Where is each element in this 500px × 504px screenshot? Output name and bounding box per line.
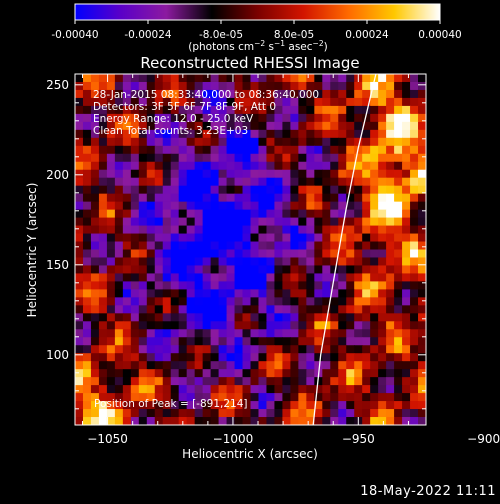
annotation-detectors: Detectors: 3F 5F 6F 7F 8F 9F, Att 0 (93, 101, 276, 113)
plot-area: 28-Jan-2015 08:33:40.000 to 08:36:40.000… (46, 73, 500, 446)
x-tick-label: −900 (467, 432, 500, 446)
colorbar-gradient (74, 3, 441, 21)
chart-title: Reconstructed RHESSI Image (140, 54, 359, 72)
annotation-block: 28-Jan-2015 08:33:40.000 to 08:36:40.000… (93, 89, 319, 137)
y-axis: 100 150 200 250 (46, 78, 426, 410)
annotation-clean-counts: Clean Total counts: 3.23E+03 (93, 125, 248, 137)
colorbar-tick-label: 0.00024 (345, 29, 389, 41)
y-tick-label: 200 (46, 168, 69, 182)
colorbar-tick-label: -0.00024 (124, 29, 172, 41)
x-tick-label: −1050 (87, 432, 128, 446)
annotation-time-range: 28-Jan-2015 08:33:40.000 to 08:36:40.000 (93, 89, 319, 101)
colorbar-tick-label: 0.00040 (418, 29, 461, 41)
x-axis: −1050 −1000 −950 −900 (82, 74, 500, 446)
peak-position-label: Position of Peak = [-891,214] (94, 398, 248, 410)
plot-frame (74, 73, 427, 426)
y-tick-label: 150 (46, 258, 69, 272)
colorbar-tick-label: -8.0e-05 (199, 29, 243, 41)
y-axis-label: Heliocentric Y (arcsec) (25, 183, 39, 318)
annotation-energy-range: Energy Range: 12.0 - 25.0 keV (93, 113, 254, 125)
colorbar-ticks: -0.00040 -0.00024 -8.0e-05 8.0e-05 0.00024 0.… (51, 20, 462, 41)
y-tick-label: 100 (46, 348, 69, 362)
colorbar-tick-label: -0.00040 (51, 29, 98, 41)
colorbar-tick-label: 8.0e-05 (274, 29, 314, 41)
x-axis-label: Heliocentric X (arcsec) (182, 447, 318, 461)
x-tick-label: −1000 (213, 432, 254, 446)
colorbar: -0.00040 -0.00024 -8.0e-05 8.0e-05 0.00024 0.… (51, 3, 462, 53)
heatmap-grid (75, 74, 426, 425)
x-tick-label: −950 (342, 432, 375, 446)
y-tick-label: 250 (46, 78, 69, 92)
colorbar-unit-label: (photons cm−2 s−1 asec−2) (188, 39, 327, 53)
timestamp: 18-May-2022 11:11 (360, 484, 496, 499)
solar-limb-curve (312, 74, 377, 425)
